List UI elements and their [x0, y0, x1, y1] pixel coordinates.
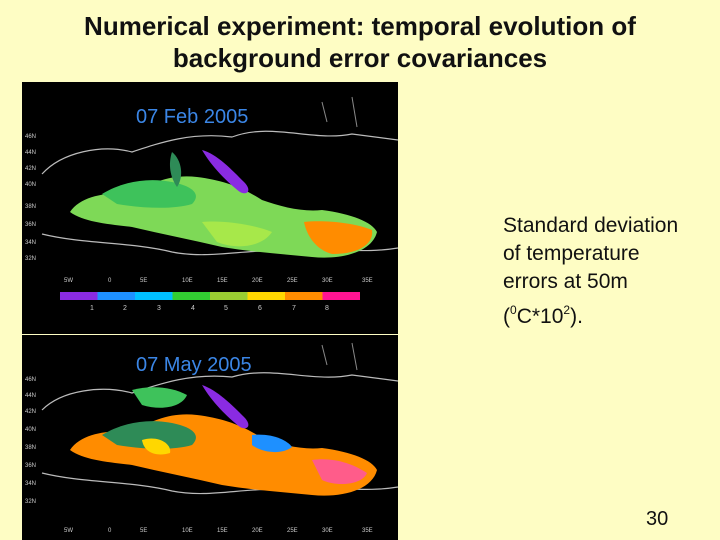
lat-tick: 38N [25, 204, 36, 210]
colorbar-label: 3 [157, 305, 161, 312]
lat-tick: 44N [25, 393, 36, 399]
lat-tick: 40N [25, 182, 36, 188]
colorbar-label: 6 [258, 305, 262, 312]
lat-tick: 38N [25, 445, 36, 451]
map-may-ticks: 46N 44N 42N 40N 38N 36N 34N 32N 5W 0 5E … [25, 377, 373, 534]
colorbar-swatch [97, 292, 135, 300]
lat-tick: 44N [25, 150, 36, 156]
lon-tick: 0 [108, 278, 112, 284]
colorbar-swatch [60, 292, 98, 300]
colorbar-swatch [322, 292, 360, 300]
lon-tick: 25E [287, 278, 298, 284]
page-number: 30 [646, 508, 669, 530]
panel-date-may: 07 May 2005 [136, 354, 252, 376]
caption-line-2: of temperature [503, 242, 640, 265]
lon-tick: 35E [362, 278, 373, 284]
lat-tick: 34N [25, 240, 36, 246]
lon-tick: 10E [182, 528, 193, 534]
lat-tick: 42N [25, 166, 36, 172]
caption-close: ). [570, 305, 583, 328]
lon-tick: 5E [140, 528, 147, 534]
lon-tick: 5W [64, 528, 73, 534]
lat-tick: 32N [25, 499, 36, 505]
colorbar-swatch [210, 292, 248, 300]
lon-tick: 20E [252, 278, 263, 284]
lon-tick: 35E [362, 528, 373, 534]
lon-tick: 5E [140, 278, 147, 284]
lon-tick: 0 [108, 528, 112, 534]
map-may-image [41, 342, 398, 496]
colorbar [60, 292, 360, 300]
colorbar-label: 2 [123, 305, 127, 312]
colorbar-label: 5 [224, 305, 228, 312]
lon-tick: 10E [182, 278, 193, 284]
colorbar-swatch [135, 292, 173, 300]
lat-tick: 42N [25, 409, 36, 415]
side-caption: Standard deviation of temperature errors… [503, 212, 713, 331]
caption-power-superscript: 2 [563, 303, 571, 317]
panel-date-feb: 07 Feb 2005 [136, 106, 249, 128]
lon-tick: 30E [322, 278, 333, 284]
lat-tick: 36N [25, 222, 36, 228]
caption-line-1: Standard deviation [503, 214, 679, 237]
map-feb-image [41, 96, 398, 258]
colorbar-label: 1 [90, 305, 94, 312]
colorbar-swatch [172, 292, 210, 300]
colorbar-swatch [285, 292, 323, 300]
map-feb-ticks: 46N 44N 42N 40N 38N 36N 34N 32N 5W 0 5E … [25, 134, 373, 312]
caption-open: ( [503, 305, 510, 328]
slide-title-line-1: Numerical experiment: temporal evolution… [84, 11, 636, 41]
lon-tick: 30E [322, 528, 333, 534]
lon-tick: 15E [217, 528, 228, 534]
caption-unit: C*10 [516, 305, 564, 328]
lon-tick: 5W [64, 278, 73, 284]
colorbar-label: 4 [191, 305, 195, 312]
caption-line-4: (0C*102). [503, 296, 713, 331]
colorbar-swatch [247, 292, 285, 300]
colorbar-label: 7 [292, 305, 296, 312]
lat-tick: 36N [25, 463, 36, 469]
lat-tick: 46N [25, 134, 36, 140]
caption-line-3: errors at 50m [503, 270, 628, 293]
slide-title-line-2: background error covariances [172, 43, 548, 73]
map-panel-may: 46N 44N 42N 40N 38N 36N 34N 32N 5W 0 5E … [22, 335, 398, 540]
colorbar-label: 8 [325, 305, 329, 312]
lat-tick: 46N [25, 377, 36, 383]
lon-tick: 15E [217, 278, 228, 284]
lon-tick: 20E [252, 528, 263, 534]
lon-tick: 25E [287, 528, 298, 534]
lat-tick: 34N [25, 481, 36, 487]
slide-title: Numerical experiment: temporal evolution… [0, 10, 720, 74]
map-panel-feb: 07 Feb 2005 46N 44N 42N 40N 38N 36N 34N … [22, 82, 398, 334]
lat-tick: 32N [25, 256, 36, 262]
lat-tick: 40N [25, 427, 36, 433]
caption-degree-superscript: 0 [510, 303, 517, 317]
